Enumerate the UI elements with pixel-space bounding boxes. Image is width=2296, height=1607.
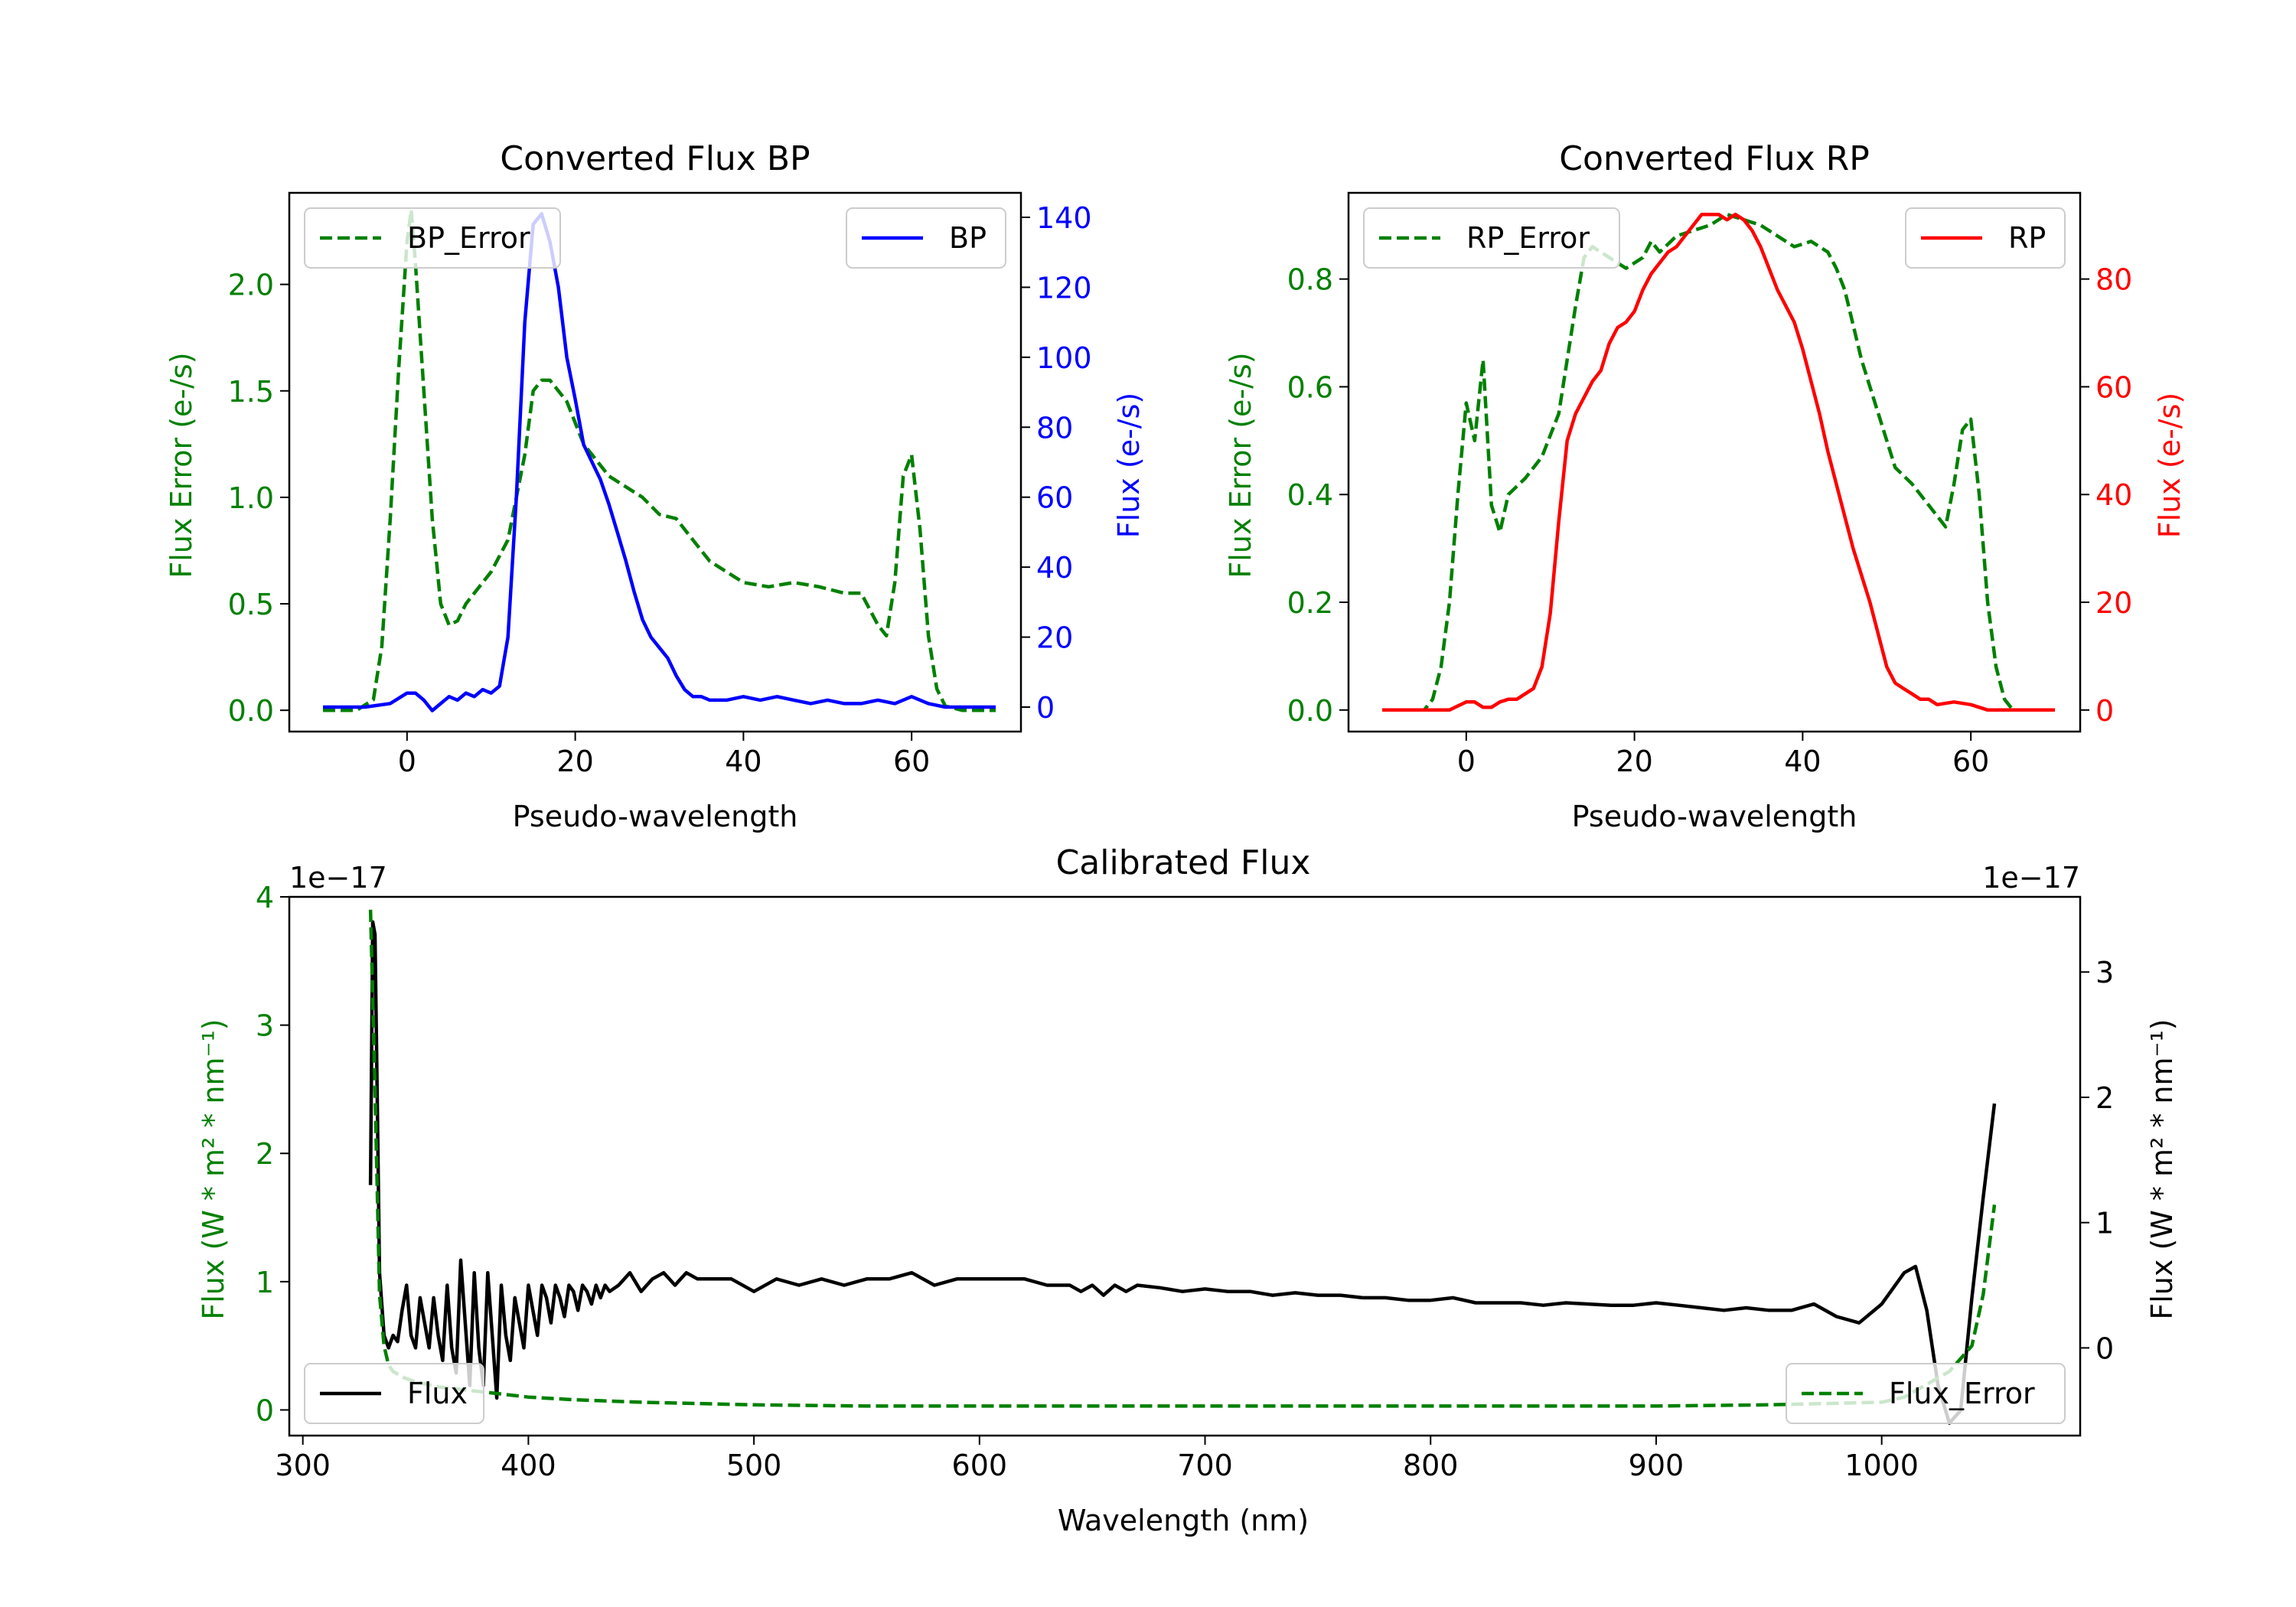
rp-legend-error-label: RP_Error bbox=[1466, 221, 1590, 255]
calibrated-panel: Calibrated Flux Wavelength (nm) Flux (W … bbox=[197, 843, 2179, 1537]
calibrated-left-tick-label: 4 bbox=[256, 881, 274, 914]
bp-left-tick-label: 2.0 bbox=[228, 269, 274, 302]
bp-left-tick-label: 1.5 bbox=[228, 375, 274, 409]
bp-x-tick-label: 60 bbox=[893, 745, 930, 778]
calibrated-x-tick-label: 400 bbox=[501, 1449, 556, 1482]
rp-right-tick-label: 60 bbox=[2095, 370, 2132, 404]
rp-right-tick-label: 80 bbox=[2095, 263, 2132, 297]
calibrated-right-tick-label: 1 bbox=[2095, 1207, 2114, 1240]
bp-x-tick-label: 0 bbox=[398, 745, 416, 778]
calibrated-left-offset: 1e−17 bbox=[289, 861, 387, 895]
calibrated-left-tick-label: 3 bbox=[256, 1009, 274, 1043]
calibrated-right-ylabel: Flux (W * m² * nm⁻¹) bbox=[2145, 1019, 2179, 1319]
calibrated-x-tick-label: 500 bbox=[726, 1449, 782, 1482]
rp-series-rp-error bbox=[1382, 212, 2055, 712]
calibrated-left-tick-label: 1 bbox=[256, 1266, 274, 1299]
rp-x-tick-label: 0 bbox=[1457, 745, 1476, 778]
bp-right-tick-label: 0 bbox=[1036, 691, 1055, 725]
bp-lines bbox=[323, 208, 996, 712]
bp-title: Converted Flux BP bbox=[500, 139, 810, 178]
calibrated-series-flux bbox=[368, 920, 1997, 1425]
bp-series-bp-error bbox=[323, 208, 996, 712]
calibrated-x-ticks: 300 400 500 600 700 800 900 1000 bbox=[275, 1436, 1919, 1482]
rp-x-ticks: 0 20 40 60 bbox=[1457, 732, 1989, 778]
calibrated-title: Calibrated Flux bbox=[1056, 843, 1311, 882]
rp-series-rp bbox=[1382, 212, 2055, 712]
bp-right-tick-label: 100 bbox=[1036, 341, 1092, 375]
rp-x-tick-label: 20 bbox=[1616, 745, 1652, 778]
bp-right-ylabel: Flux (e-/s) bbox=[1112, 393, 1146, 538]
calibrated-legend-error-label: Flux_Error bbox=[1889, 1377, 2035, 1410]
rp-left-tick-label: 0.0 bbox=[1287, 694, 1333, 728]
rp-left-tick-label: 0.6 bbox=[1287, 370, 1333, 404]
rp-left-tick-label: 0.2 bbox=[1287, 586, 1333, 620]
rp-lines bbox=[1382, 212, 2055, 712]
calibrated-x-tick-label: 700 bbox=[1177, 1449, 1233, 1482]
rp-right-ylabel: Flux (e-/s) bbox=[2153, 393, 2187, 538]
rp-xlabel: Pseudo-wavelength bbox=[1572, 800, 1857, 833]
bp-legend-error-label: BP_Error bbox=[407, 221, 530, 255]
calibrated-x-tick-label: 800 bbox=[1403, 1449, 1459, 1482]
bp-right-ticks: 0 20 40 60 80 100 120 140 bbox=[1021, 201, 1092, 725]
rp-legend-flux-label: RP bbox=[2008, 221, 2046, 255]
bp-legend-error: BP_Error bbox=[304, 207, 561, 269]
calibrated-legend-flux: Flux bbox=[304, 1363, 484, 1424]
calibrated-x-tick-label: 600 bbox=[952, 1449, 1008, 1482]
calibrated-x-tick-label: 1000 bbox=[1844, 1449, 1919, 1482]
bp-left-tick-label: 0.5 bbox=[228, 588, 274, 621]
calibrated-xlabel: Wavelength (nm) bbox=[1058, 1504, 1309, 1537]
bp-panel: Converted Flux BP Pseudo-wavelength Flux… bbox=[165, 139, 1146, 833]
calibrated-left-ticks: 0 1 2 3 4 bbox=[256, 881, 289, 1427]
bp-series-bp bbox=[323, 212, 996, 712]
rp-plot-frame bbox=[1347, 191, 2082, 733]
bp-right-tick-label: 20 bbox=[1036, 621, 1073, 655]
calibrated-legend-flux-label: Flux bbox=[407, 1377, 468, 1410]
rp-x-tick-label: 40 bbox=[1784, 745, 1821, 778]
bp-left-ticks: 0.0 0.5 1.0 1.5 2.0 bbox=[228, 269, 289, 728]
bp-xlabel: Pseudo-wavelength bbox=[513, 800, 798, 833]
calibrated-legend-error: Flux_Error bbox=[1786, 1363, 2066, 1424]
bp-left-ylabel: Flux Error (e-/s) bbox=[165, 352, 198, 578]
calibrated-right-tick-label: 0 bbox=[2095, 1332, 2114, 1365]
rp-title: Converted Flux RP bbox=[1559, 139, 1870, 178]
bp-legend-flux-label: BP bbox=[949, 221, 987, 255]
rp-right-tick-label: 0 bbox=[2095, 694, 2114, 728]
bp-x-tick-label: 20 bbox=[556, 745, 593, 778]
bp-right-tick-label: 40 bbox=[1036, 551, 1073, 585]
rp-legend-error: RP_Error bbox=[1363, 207, 1620, 269]
rp-x-tick-label: 60 bbox=[1952, 745, 1989, 778]
calibrated-left-tick-label: 2 bbox=[256, 1137, 274, 1171]
bp-right-tick-label: 120 bbox=[1036, 271, 1092, 305]
calibrated-right-offset: 1e−17 bbox=[1982, 861, 2080, 895]
rp-right-tick-label: 20 bbox=[2095, 586, 2132, 620]
calibrated-plot-frame bbox=[288, 895, 2082, 1437]
rp-left-ylabel: Flux Error (e-/s) bbox=[1224, 352, 1257, 578]
rp-panel: Converted Flux RP Pseudo-wavelength Flux… bbox=[1224, 139, 2187, 833]
bp-left-tick-label: 1.0 bbox=[228, 481, 274, 515]
calibrated-left-ylabel: Flux (W * m² * nm⁻¹) bbox=[197, 1019, 230, 1319]
calibrated-right-tick-label: 2 bbox=[2095, 1081, 2114, 1115]
calibrated-right-tick-label: 3 bbox=[2095, 956, 2114, 989]
bp-right-tick-label: 140 bbox=[1036, 201, 1092, 235]
rp-legend-flux: RP bbox=[1905, 207, 2066, 269]
bp-x-tick-label: 40 bbox=[725, 745, 762, 778]
bp-legend-flux: BP bbox=[846, 207, 1006, 269]
bp-left-tick-label: 0.0 bbox=[228, 694, 274, 728]
bp-plot-frame bbox=[288, 191, 1022, 733]
bp-right-tick-label: 80 bbox=[1036, 411, 1073, 445]
calibrated-x-tick-label: 900 bbox=[1629, 1449, 1684, 1482]
bp-x-ticks: 0 20 40 60 bbox=[398, 732, 930, 778]
calibrated-left-tick-label: 0 bbox=[256, 1393, 274, 1427]
rp-left-tick-label: 0.4 bbox=[1287, 478, 1333, 512]
rp-right-ticks: 0 20 40 60 80 bbox=[2080, 263, 2132, 728]
rp-left-ticks: 0.0 0.2 0.4 0.6 0.8 bbox=[1287, 263, 1349, 728]
bp-right-tick-label: 60 bbox=[1036, 481, 1073, 515]
calibrated-right-ticks: 0 1 2 3 bbox=[2080, 956, 2114, 1365]
calibrated-x-tick-label: 300 bbox=[275, 1449, 331, 1482]
rp-left-tick-label: 0.8 bbox=[1287, 263, 1333, 297]
rp-right-tick-label: 40 bbox=[2095, 478, 2132, 512]
